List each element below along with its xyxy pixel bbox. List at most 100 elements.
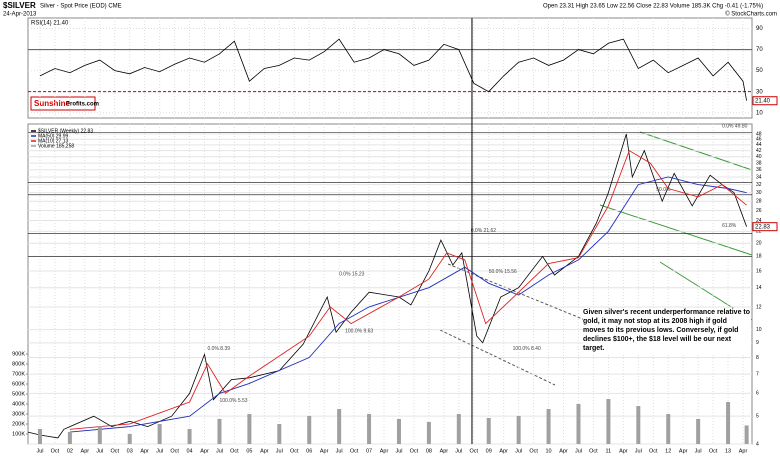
- instrument-name: Silver - Spot Price (EOD) CME: [40, 4, 122, 10]
- volume-bar: [696, 419, 701, 444]
- fib-label: 61.8%: [722, 223, 737, 229]
- x-tick-label: Jul: [575, 448, 582, 454]
- x-tick-label: 07: [366, 448, 372, 454]
- x-tick-label: 12: [665, 448, 671, 454]
- x-tick-label: Apr: [499, 448, 508, 454]
- y-tick-label: 48: [756, 131, 762, 137]
- legend-label: $SILVER (Weekly) 22.83: [38, 128, 93, 134]
- y2-tick-label: 500K: [12, 391, 25, 397]
- y2-tick-label: 700K: [12, 371, 25, 377]
- y-tick-label: 28: [756, 199, 762, 205]
- x-tick-label: Jul: [336, 448, 343, 454]
- x-tick-label: Jul: [96, 448, 103, 454]
- volume-bar: [744, 425, 749, 444]
- y2-tick-label: 800K: [12, 361, 25, 367]
- x-tick-label: Apr: [440, 448, 449, 454]
- x-tick-label: 13: [725, 448, 731, 454]
- y-tick-label: 22: [756, 229, 762, 235]
- fib-label: 50.0% 15.56: [489, 269, 517, 275]
- volume-bar: [636, 406, 641, 444]
- x-tick-label: Apr: [200, 448, 209, 454]
- y-tick-label: 90: [756, 26, 763, 32]
- x-tick-label: Apr: [739, 448, 748, 454]
- x-tick-label: 11: [606, 448, 612, 454]
- volume-bar: [546, 409, 551, 444]
- volume-bar: [486, 418, 491, 444]
- logo-brand: Sunshine: [34, 99, 71, 108]
- x-tick-label: Oct: [529, 448, 538, 454]
- y2-tick-label: 200K: [12, 421, 25, 427]
- price-line: [69, 149, 747, 430]
- x-tick-label: Jul: [635, 448, 642, 454]
- y-tick-label: 20: [756, 241, 762, 247]
- y-tick-label: 36: [756, 167, 762, 173]
- x-tick-label: Oct: [649, 448, 658, 454]
- value-tag: [752, 222, 778, 232]
- x-tick-label: Apr: [619, 448, 628, 454]
- fib-label: 0.0% 8.39: [208, 346, 231, 352]
- volume-bar: [37, 429, 42, 444]
- x-tick-label: Oct: [709, 448, 718, 454]
- fib-label: 100.0% 9.63: [345, 329, 373, 335]
- volume-bar: [277, 424, 282, 444]
- date: 24-Apr-2013: [3, 12, 37, 18]
- volume-bar: [337, 409, 342, 444]
- x-tick-label: Oct: [51, 448, 60, 454]
- y-tick-label: 16: [756, 268, 762, 274]
- fib-label: 0.0% 15.23: [339, 272, 365, 278]
- x-tick-label: Jul: [216, 448, 223, 454]
- x-tick-label: 06: [306, 448, 312, 454]
- value-tag: [752, 96, 778, 106]
- x-tick-label: Apr: [559, 448, 568, 454]
- y-tick-label: 24: [756, 218, 762, 224]
- volume-bar: [516, 416, 521, 444]
- x-tick-label: Jul: [455, 448, 462, 454]
- y2-tick-label: 400K: [12, 401, 25, 407]
- y2-tick-label: 100K: [12, 431, 25, 437]
- logo-site: Profits.com: [66, 102, 99, 108]
- volume-bar: [307, 416, 312, 444]
- x-tick-label: Jul: [695, 448, 702, 454]
- x-tick-label: 08: [426, 448, 432, 454]
- x-tick-label: Apr: [81, 448, 90, 454]
- y-tick-label: 10: [756, 110, 763, 116]
- fib-label: 100.0% 8.40: [513, 346, 541, 352]
- y-tick-label: 5: [756, 413, 759, 419]
- x-tick-label: Jul: [276, 448, 283, 454]
- fib-label: 0.0% 49.80: [722, 124, 748, 130]
- rsi-title: RSI(14) 21.40: [31, 21, 69, 27]
- y-tick-label: 26: [756, 208, 762, 214]
- y-tick-label: 18: [756, 254, 762, 260]
- y-tick-label: 32: [756, 182, 762, 188]
- value-tag-label: 21.40: [755, 98, 771, 104]
- y-tick-label: 14: [756, 285, 762, 291]
- x-tick-label: Jul: [515, 448, 522, 454]
- quote: Open 23.31 High 23.65 Low 22.56 Close 22…: [543, 4, 763, 10]
- y-tick-label: 12: [756, 304, 762, 310]
- volume-bar: [187, 429, 192, 444]
- x-tick-label: Oct: [410, 448, 419, 454]
- legend-label: MA(10) 27.13: [38, 138, 69, 144]
- y-tick-label: 46: [756, 137, 762, 143]
- x-tick-label: 09: [486, 448, 492, 454]
- y2-tick-label: 600K: [12, 381, 25, 387]
- symbol: $SILVER: [3, 1, 36, 10]
- x-tick-label: Oct: [350, 448, 359, 454]
- x-tick-label: Oct: [230, 448, 239, 454]
- volume-bar: [606, 399, 611, 444]
- volume-bar: [97, 426, 102, 444]
- y-tick-label: 10: [756, 327, 762, 333]
- y-tick-label: 42: [756, 148, 762, 154]
- y-tick-label: 44: [756, 142, 762, 148]
- x-tick-label: Oct: [170, 448, 179, 454]
- x-tick-label: Jul: [36, 448, 43, 454]
- y-tick-label: 50: [756, 68, 763, 74]
- legend-label: Volume 185,258: [38, 143, 74, 149]
- x-tick-label: Oct: [589, 448, 598, 454]
- x-tick-label: 02: [67, 448, 73, 454]
- volume-bar: [666, 414, 671, 444]
- volume-bar: [576, 404, 581, 444]
- fib-label: 100.0% 5.53: [219, 398, 247, 404]
- y-tick-label: 70: [756, 47, 763, 53]
